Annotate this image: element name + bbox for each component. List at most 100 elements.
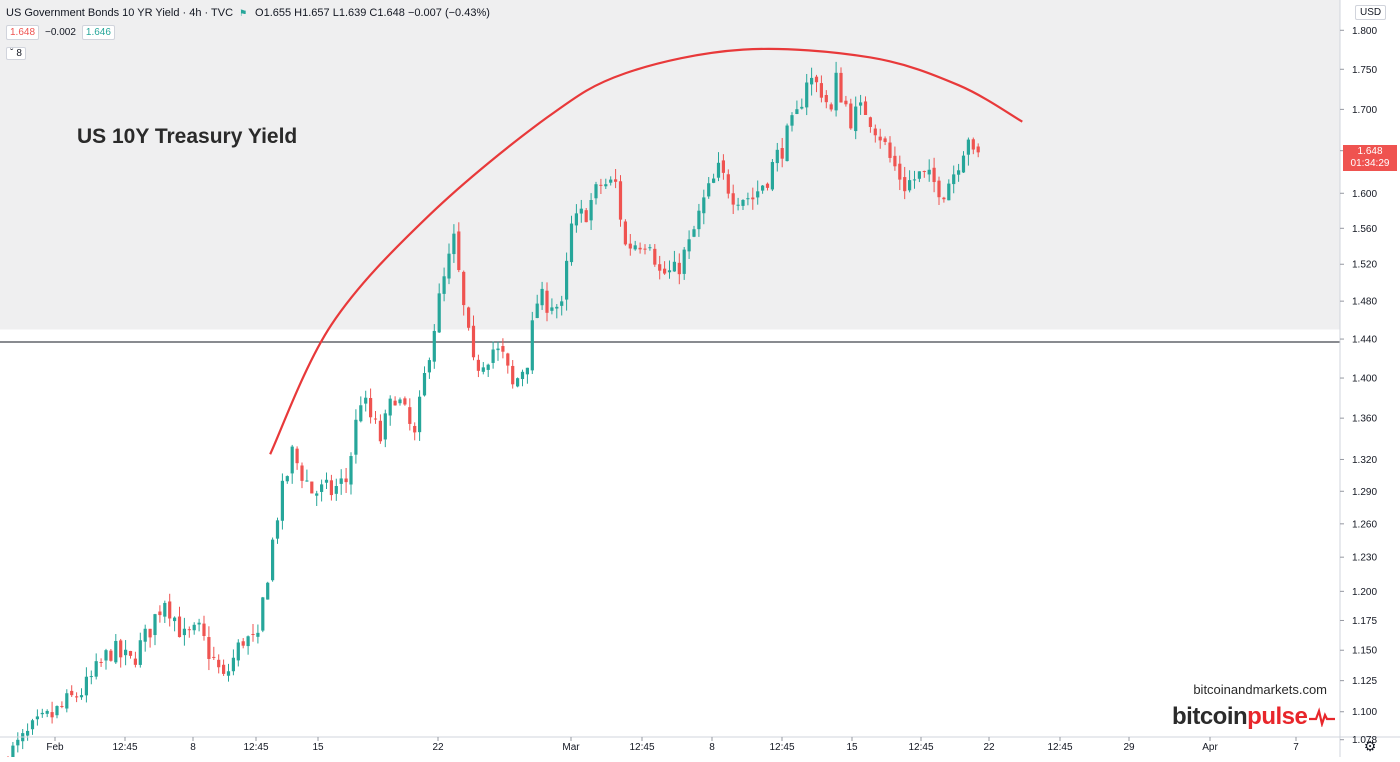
candle[interactable]	[888, 136, 892, 163]
candle[interactable]	[863, 96, 868, 116]
candle[interactable]	[207, 626, 211, 671]
candle[interactable]	[349, 452, 353, 495]
candle[interactable]	[256, 624, 260, 644]
candle[interactable]	[912, 170, 917, 189]
candle[interactable]	[202, 615, 206, 641]
candle[interactable]	[903, 166, 907, 200]
candle[interactable]	[844, 95, 848, 107]
candle[interactable]	[589, 193, 593, 230]
candle[interactable]	[628, 234, 632, 256]
candle[interactable]	[922, 170, 926, 178]
candle[interactable]	[275, 517, 280, 544]
candle[interactable]	[467, 306, 471, 331]
candle[interactable]	[290, 444, 294, 484]
candle[interactable]	[124, 640, 128, 666]
candle[interactable]	[697, 203, 701, 237]
candle[interactable]	[957, 163, 961, 182]
candle[interactable]	[79, 688, 84, 700]
candle[interactable]	[217, 654, 221, 674]
candle[interactable]	[187, 626, 191, 638]
candle[interactable]	[241, 638, 245, 649]
candle[interactable]	[908, 170, 912, 193]
candle[interactable]	[11, 741, 15, 762]
candle[interactable]	[555, 304, 559, 319]
candle[interactable]	[712, 173, 716, 184]
candle[interactable]	[246, 635, 250, 655]
candle[interactable]	[511, 360, 515, 389]
candle[interactable]	[947, 179, 951, 201]
candle[interactable]	[883, 136, 887, 146]
candle[interactable]	[633, 240, 637, 251]
candle[interactable]	[486, 363, 490, 377]
candle[interactable]	[643, 244, 647, 255]
indicator-toggle[interactable]: ˇ 8	[6, 47, 26, 60]
candle[interactable]	[873, 124, 877, 143]
candle[interactable]	[158, 605, 162, 623]
candle[interactable]	[770, 159, 774, 192]
candle[interactable]	[369, 388, 373, 424]
candle[interactable]	[119, 638, 123, 668]
currency-selector[interactable]: USD	[1355, 5, 1387, 20]
candle[interactable]	[212, 646, 216, 661]
candle[interactable]	[579, 199, 583, 223]
candle[interactable]	[814, 74, 819, 93]
candle[interactable]	[447, 243, 451, 285]
candle[interactable]	[344, 467, 348, 493]
candle[interactable]	[721, 154, 725, 180]
candle[interactable]	[687, 230, 691, 259]
candle[interactable]	[599, 178, 603, 194]
candle[interactable]	[829, 102, 833, 112]
gear-icon[interactable]: ⚙	[1363, 738, 1377, 754]
candle[interactable]	[491, 341, 495, 369]
candle[interactable]	[535, 294, 539, 319]
candle[interactable]	[222, 659, 226, 676]
candle[interactable]	[849, 98, 853, 130]
candle[interactable]	[324, 472, 329, 490]
candle[interactable]	[305, 469, 309, 482]
candle[interactable]	[378, 414, 382, 444]
symbol-title[interactable]: US Government Bonds 10 YR Yield · 4h · T…	[6, 7, 234, 19]
candle[interactable]	[300, 462, 304, 489]
candle[interactable]	[65, 689, 69, 713]
candle[interactable]	[99, 658, 103, 667]
candle[interactable]	[173, 616, 177, 632]
candle[interactable]	[373, 410, 378, 424]
candle[interactable]	[398, 397, 402, 406]
candle[interactable]	[677, 253, 681, 285]
candle[interactable]	[334, 478, 338, 501]
candle[interactable]	[457, 222, 461, 273]
candle[interactable]	[168, 593, 172, 627]
candle[interactable]	[961, 151, 966, 173]
candle[interactable]	[765, 182, 770, 191]
candle[interactable]	[418, 390, 422, 441]
candle[interactable]	[364, 390, 368, 412]
candle[interactable]	[952, 165, 956, 194]
candle[interactable]	[565, 252, 569, 311]
candle[interactable]	[672, 250, 676, 272]
candle[interactable]	[648, 244, 652, 251]
candle[interactable]	[70, 685, 74, 697]
candle[interactable]	[35, 709, 39, 726]
candle[interactable]	[707, 177, 711, 199]
candle[interactable]	[550, 298, 554, 315]
candle[interactable]	[408, 398, 412, 431]
candle[interactable]	[315, 490, 319, 506]
candle[interactable]	[966, 137, 970, 166]
candle[interactable]	[584, 207, 588, 223]
candle[interactable]	[917, 171, 921, 183]
candle[interactable]	[280, 473, 284, 530]
candle[interactable]	[618, 175, 623, 227]
candle[interactable]	[942, 196, 946, 203]
candle[interactable]	[604, 178, 608, 190]
candle[interactable]	[462, 270, 466, 316]
candle[interactable]	[785, 123, 789, 162]
candle[interactable]	[609, 176, 613, 186]
candle[interactable]	[427, 357, 431, 379]
candle[interactable]	[638, 242, 642, 254]
candle[interactable]	[271, 537, 275, 582]
candle[interactable]	[354, 409, 358, 464]
candle[interactable]	[859, 94, 863, 115]
candle[interactable]	[496, 341, 500, 361]
candle[interactable]	[75, 692, 79, 703]
